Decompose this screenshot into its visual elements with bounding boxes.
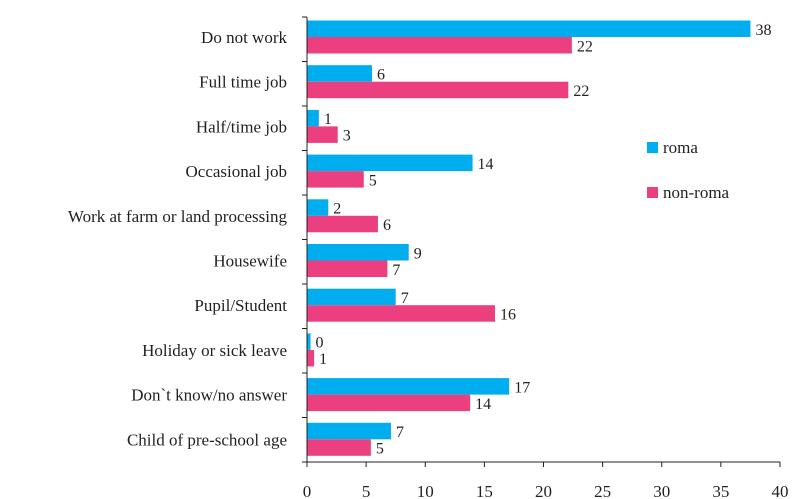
- category-label: Full time job: [199, 73, 287, 92]
- data-label-non-roma: 16: [500, 306, 516, 323]
- bar-roma: [307, 109, 319, 127]
- bar-non-roma: [307, 215, 378, 233]
- x-tick-label: 0: [303, 482, 312, 499]
- data-label-roma: 0: [316, 335, 324, 352]
- bar-roma: [307, 154, 473, 172]
- data-label-roma: 17: [514, 379, 530, 396]
- x-tick-label: 15: [476, 482, 493, 499]
- data-label-roma: 7: [396, 424, 404, 441]
- x-tick-label: 5: [362, 482, 371, 499]
- data-label-non-roma: 7: [392, 262, 400, 279]
- category-label: Holiday or sick leave: [142, 341, 287, 360]
- x-tick-labels: 0 5 10 15 20 25 30 35 40: [303, 482, 789, 499]
- bar-roma: [307, 333, 311, 350]
- data-label-roma: 2: [333, 201, 341, 218]
- legend-swatch-roma: [647, 142, 658, 153]
- category-label: Half/time job: [196, 117, 287, 136]
- data-label-non-roma: 22: [577, 38, 593, 55]
- category-label: Do not work: [201, 28, 287, 47]
- data-label-non-roma: 22: [573, 83, 589, 100]
- bar-roma: [307, 422, 391, 440]
- bar-non-roma: [307, 349, 315, 367]
- category-label: Don`t know/no answer: [131, 386, 287, 405]
- bar-non-roma: [307, 305, 496, 322]
- data-label-non-roma: 5: [369, 172, 377, 189]
- bar-roma: [307, 20, 751, 37]
- category-label: Housewife: [213, 252, 287, 271]
- data-label-non-roma: 6: [383, 217, 391, 234]
- bar-roma: [307, 65, 373, 82]
- axes: [302, 16, 781, 467]
- x-tick-label: 20: [535, 482, 552, 499]
- data-label-non-roma: 5: [376, 441, 384, 458]
- data-label-roma: 7: [401, 290, 409, 307]
- bar-non-roma: [307, 439, 371, 456]
- x-tick-label: 40: [772, 482, 789, 499]
- legend: roma non-roma: [647, 138, 730, 202]
- bar-non-roma: [307, 37, 572, 54]
- bar-roma: [307, 288, 396, 306]
- category-labels: Do not work Full time job Half/time job Occ…: [68, 28, 288, 449]
- bar-non-roma: [307, 260, 388, 277]
- x-tick-label: 10: [417, 482, 434, 499]
- legend-swatch-non-roma: [647, 187, 658, 198]
- data-label-roma: 1: [324, 111, 332, 128]
- bars-group: [307, 20, 751, 456]
- data-label-non-roma: 3: [343, 128, 351, 145]
- bar-non-roma: [307, 394, 471, 412]
- x-tick-label: 35: [712, 482, 729, 499]
- category-label: Child of pre-school age: [127, 430, 287, 449]
- category-label: Pupil/Student: [194, 296, 287, 315]
- data-label-roma: 14: [478, 156, 494, 173]
- bar-non-roma: [307, 81, 569, 99]
- x-tick-label: 25: [594, 482, 611, 499]
- bar-roma: [307, 378, 510, 395]
- category-label: Occasional job: [186, 162, 288, 181]
- bar-non-roma: [307, 126, 338, 143]
- bar-non-roma: [307, 171, 364, 188]
- data-label-non-roma: 1: [319, 351, 327, 368]
- data-label-non-roma: 14: [475, 396, 491, 413]
- data-label-roma: 9: [414, 245, 422, 262]
- category-label: Work at farm or land processing: [68, 207, 288, 226]
- bar-roma: [307, 244, 409, 261]
- data-label-roma: 6: [377, 66, 385, 83]
- legend-label-roma: roma: [663, 138, 698, 157]
- legend-label-non-roma: non-roma: [663, 183, 730, 202]
- data-label-roma: 38: [755, 22, 771, 39]
- x-tick-label: 30: [653, 482, 670, 499]
- bar-roma: [307, 199, 329, 216]
